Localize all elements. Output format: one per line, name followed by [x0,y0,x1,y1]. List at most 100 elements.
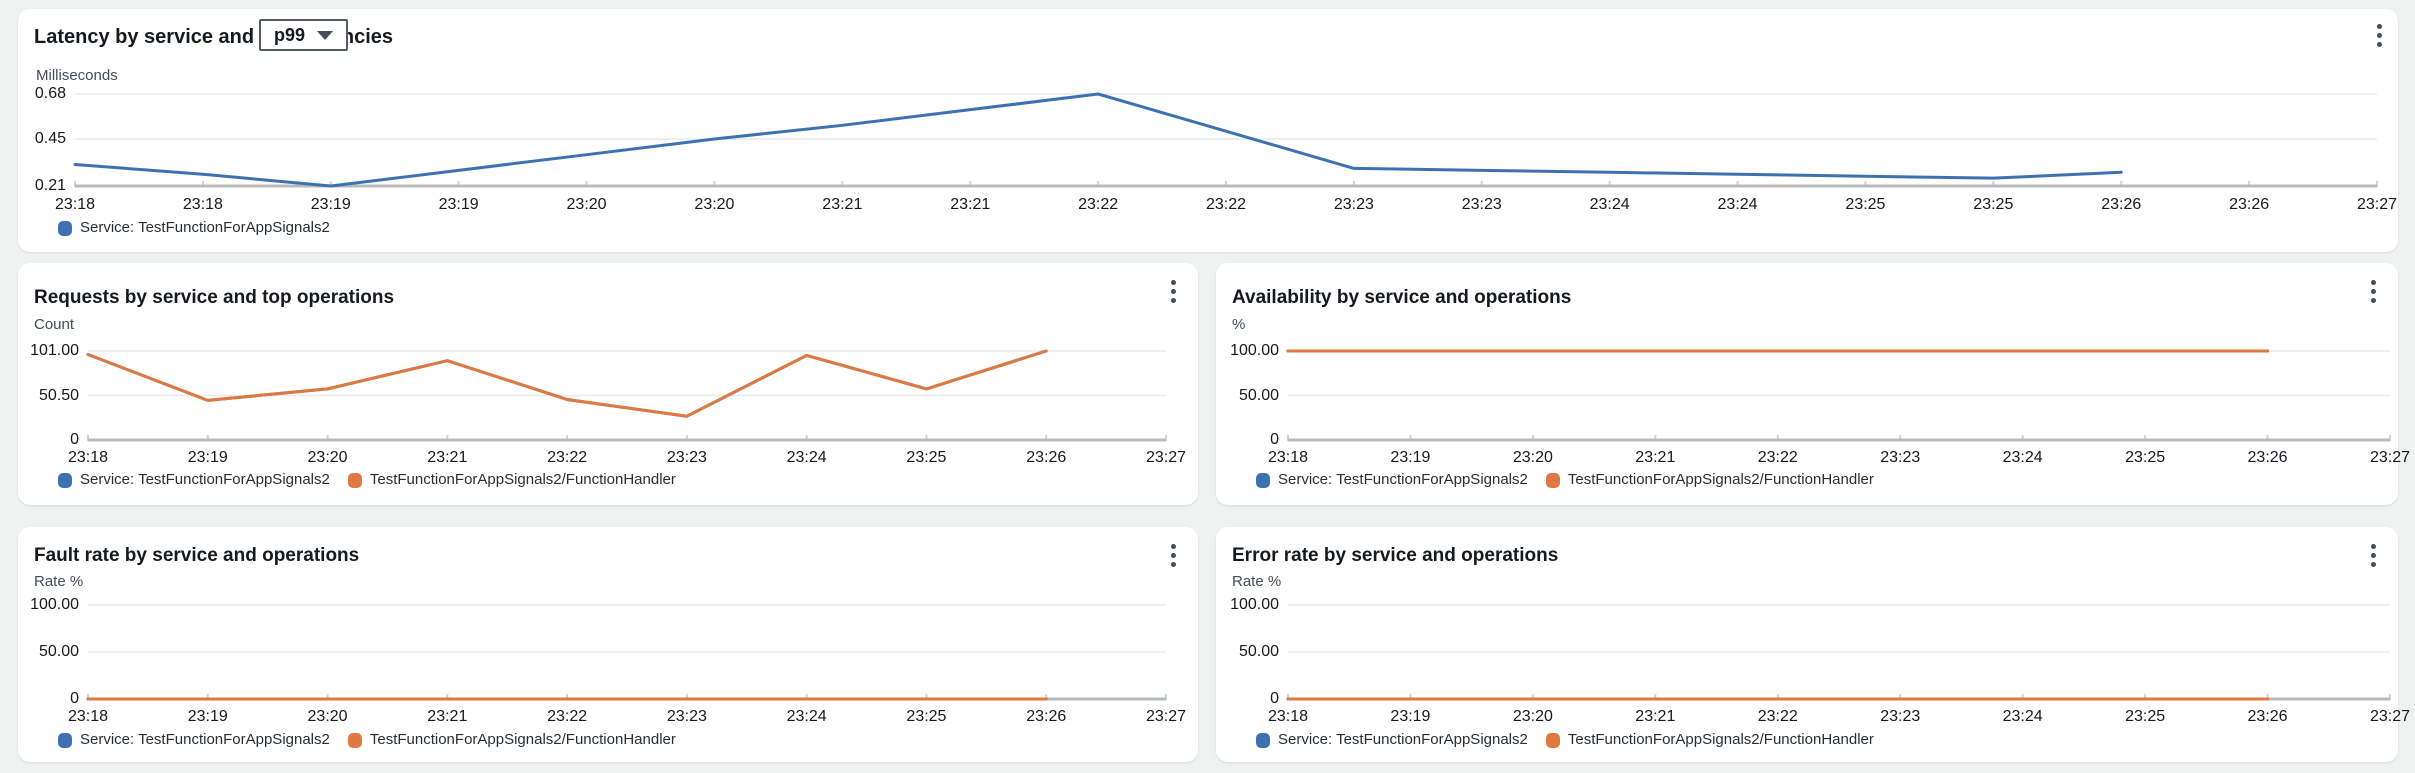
y-tick-label: 0 [70,431,79,448]
x-tick-label: 23:23 [1333,196,1374,213]
x-tick-label: 23:24 [2002,708,2043,725]
x-tick-label: 23:23 [1461,196,1502,213]
legend-marker [347,732,362,748]
y-tick-label: 100.00 [1230,596,1279,613]
chart-plot-area[interactable] [86,597,1167,701]
x-tick-label: 23:27 [2356,196,2398,213]
x-tick-label: 23:26 [1026,449,1067,466]
stat-selector-value: p99 [274,25,306,45]
legend-item[interactable]: Service: TestFunctionForAppSignals2 [1256,471,1528,489]
x-tick-label: 23:25 [2125,708,2166,725]
x-tick-label: 23:24 [786,708,827,725]
x-tick-label: 23:18 [1267,449,1309,466]
panel-menu-button[interactable] [1163,275,1184,308]
x-tick-label: 23:19 [1390,449,1431,466]
legend-label: TestFunctionForAppSignals2/FunctionHandl… [369,471,676,488]
legend-item[interactable]: Service: TestFunctionForAppSignals2 [58,731,330,749]
chart-plot-area[interactable] [73,86,2378,188]
x-tick-label: 23:20 [1512,708,1553,725]
x-tick-label: 23:26 [2247,708,2288,725]
legend-item[interactable]: TestFunctionForAppSignals2/FunctionHandl… [1545,731,1874,749]
x-tick-label: 23:18 [67,708,109,725]
x-tick-label: 23:18 [54,196,96,213]
panel-menu-button[interactable] [1163,539,1184,572]
legend-item[interactable]: Service: TestFunctionForAppSignals2 [58,219,330,237]
legend-marker [1256,472,1270,488]
x-tick-label: 23:21 [427,449,468,466]
legend-label: Service: TestFunctionForAppSignals2 [80,219,330,236]
x-tick-label: 23:22 [1757,449,1798,466]
panel-menu-button[interactable] [2369,19,2390,52]
x-tick-label: 23:25 [1973,196,2014,213]
x-tick-label: 23:22 [1078,196,1119,213]
y-tick-label: 0 [70,690,79,707]
x-tick-label: 23:23 [1880,708,1921,725]
legend-item[interactable]: Service: TestFunctionForAppSignals2 [1256,731,1528,749]
y-axis-unit-label: Rate % [1232,573,1282,590]
legend-item[interactable]: TestFunctionForAppSignals2/FunctionHandl… [347,731,676,749]
panel-menu-button[interactable] [2363,275,2384,308]
legend-marker [1256,732,1270,748]
latency-panel: Latency by service and dependencies p99 … [18,9,2398,252]
panel-menu-button[interactable] [2363,539,2384,572]
legend-marker [1545,732,1560,748]
y-tick-label: 0 [1270,431,1279,448]
series-line [73,92,2123,188]
x-tick-label: 23:27 [2369,449,2411,466]
y-tick-label: 0.21 [34,177,66,194]
chart-legend: Service: TestFunctionForAppSignals2 TestF… [58,471,676,489]
chart-legend: Service: TestFunctionForAppSignals2 TestF… [1256,731,1874,749]
x-tick-label: 23:26 [2229,196,2270,213]
x-tick-label: 23:26 [1026,708,1067,725]
y-tick-label: 100.00 [1230,342,1279,359]
y-tick-label: 50.00 [1238,643,1279,660]
x-tick-label: 23:20 [1512,449,1553,466]
legend-marker [58,472,72,488]
x-tick-label: 23:24 [1589,196,1630,213]
y-tick-label: 50.50 [38,386,79,404]
legend-marker [1545,472,1560,488]
chart-legend: Service: TestFunctionForAppSignals2 TestF… [58,731,676,749]
x-tick-label: 23:19 [187,708,228,725]
x-tick-label: 23:21 [1635,449,1676,466]
legend-marker [58,220,72,236]
legend-marker [347,472,362,488]
x-tick-label: 23:22 [547,449,588,466]
requests-panel: Requests by service and top operations C… [18,263,1198,505]
legend-item[interactable]: TestFunctionForAppSignals2/FunctionHandl… [1545,471,1874,489]
chart-title: Error rate by service and operations [1232,545,1559,566]
y-axis-unit-label: % [1232,316,1246,333]
y-tick-label: 0.45 [34,130,66,148]
x-tick-label: 23:18 [182,196,223,213]
legend-item[interactable]: TestFunctionForAppSignals2/FunctionHandl… [347,471,676,489]
legend-item[interactable]: Service: TestFunctionForAppSignals2 [58,471,330,489]
x-tick-label: 23:18 [67,449,109,466]
chart-title: Fault rate by service and operations [34,545,360,566]
y-tick-label: 0 [1270,690,1279,707]
x-tick-label: 23:26 [2247,449,2288,466]
x-tick-label: 23:20 [307,708,348,725]
y-axis-unit-label: Rate % [34,573,84,590]
legend-label: Service: TestFunctionForAppSignals2 [80,471,330,488]
fault-rate-panel: Fault rate by service and operations Rat… [18,527,1198,762]
chart-plot-area[interactable] [1286,343,2391,442]
x-tick-label: 23:19 [438,196,479,213]
x-tick-label: 23:24 [1717,196,1758,213]
x-tick-label: 23:27 [1145,708,1187,725]
y-tick-label: 50.00 [1238,386,1279,404]
y-tick-label: 50.00 [38,643,79,660]
y-axis-unit-label: Milliseconds [36,67,118,84]
stat-selector-dropdown[interactable]: p99 [259,19,349,51]
y-tick-label: 101.00 [30,342,79,359]
chart-plot-area[interactable] [1286,597,2391,701]
x-tick-label: 23:22 [1757,708,1798,725]
x-tick-label: 23:24 [2002,449,2043,466]
x-tick-label: 23:19 [187,449,228,466]
chart-plot-area[interactable] [86,343,1167,442]
chart-legend: Service: TestFunctionForAppSignals2 [58,219,330,237]
chart-title: Requests by service and top operations [34,287,395,308]
legend-label: Service: TestFunctionForAppSignals2 [1278,471,1528,488]
x-tick-label: 23:21 [822,196,863,213]
x-tick-label: 23:22 [547,708,588,725]
x-tick-label: 23:21 [427,708,468,725]
